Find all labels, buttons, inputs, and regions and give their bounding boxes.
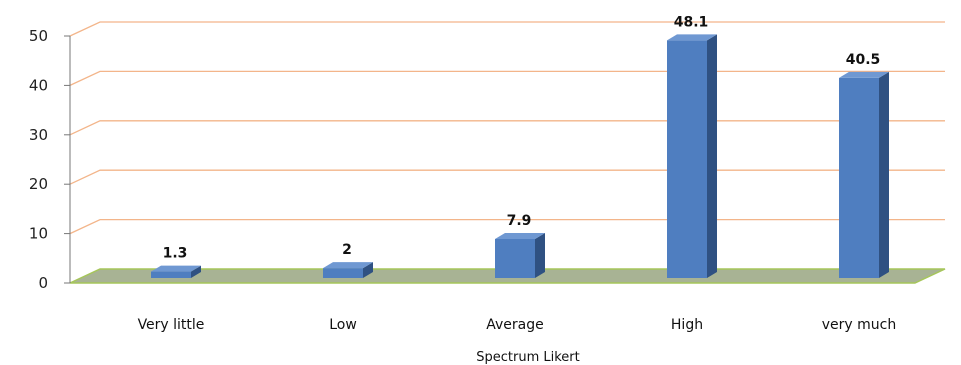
bar-top (667, 34, 717, 41)
bar-side (879, 71, 889, 279)
bar-top (495, 232, 545, 239)
y-axis: 0 10 20 30 40 50 (29, 27, 71, 292)
x-tick-label: very much (822, 317, 896, 333)
data-label: 48.1 (674, 14, 709, 30)
gridline (69, 169, 945, 185)
bar-side (363, 262, 373, 278)
bar-top (323, 262, 373, 269)
bar-side (191, 265, 201, 278)
x-tick-label: Low (329, 317, 357, 333)
bar-front (667, 40, 707, 278)
bar (323, 262, 373, 278)
bar-front (495, 238, 535, 278)
gridline (69, 70, 945, 86)
y-tick-label: 10 (29, 225, 48, 243)
x-tick-label: Very little (138, 317, 205, 333)
y-tick-label: 20 (29, 175, 48, 193)
bar-side (707, 34, 717, 278)
bars: 1.3 2 7.9 48.1 40.5 (151, 14, 889, 279)
y-tick-label: 50 (29, 27, 48, 45)
bar-front (323, 268, 363, 278)
x-axis-title: Spectrum Likert (476, 350, 580, 365)
bar (839, 71, 889, 279)
gridline (69, 21, 945, 37)
bar-top (839, 71, 889, 78)
data-label: 2 (342, 242, 352, 258)
gridline (69, 218, 945, 235)
data-label: 40.5 (846, 52, 881, 68)
data-label: 7.9 (507, 213, 532, 229)
bar (495, 232, 545, 278)
bar (151, 265, 201, 278)
y-tick-label: 40 (29, 76, 48, 94)
bar-front (151, 271, 191, 278)
bar-front (839, 77, 879, 279)
bar-top (151, 265, 201, 272)
x-tick-label: High (671, 317, 703, 333)
x-tick-label: Average (486, 317, 544, 333)
gridlines (69, 21, 945, 235)
gridline (69, 120, 945, 136)
x-axis-labels: Very little Low Average High very much (138, 317, 897, 333)
bar-side (535, 232, 545, 278)
y-tick-label: 30 (29, 126, 48, 144)
bar (667, 34, 717, 278)
data-label: 1.3 (163, 246, 188, 262)
y-tick-label: 0 (38, 274, 48, 292)
